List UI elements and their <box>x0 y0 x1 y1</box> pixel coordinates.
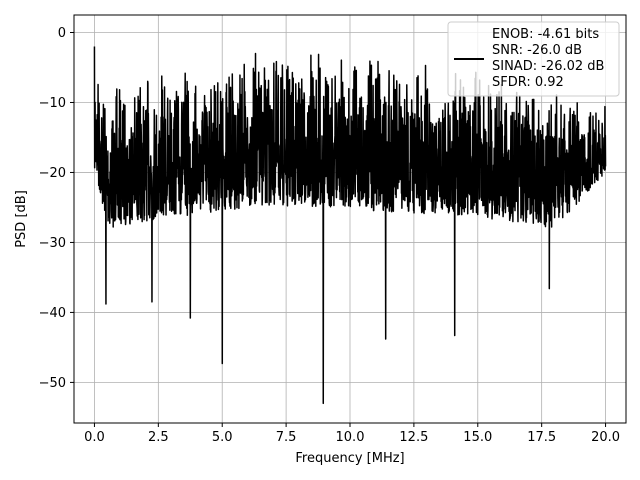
legend-text-sfdr: SFDR: 0.92 <box>492 75 564 90</box>
psd-series-line <box>93 46 607 405</box>
x-tick-label: 7.5 <box>276 430 297 445</box>
y-tick-label: −40 <box>39 306 66 321</box>
x-axis-ticks: 0.0 2.5 5.0 7.5 10.0 12.5 15.0 17.5 20.0 <box>84 423 620 445</box>
x-tick-label: 5.0 <box>212 430 233 445</box>
x-tick-label: 0.0 <box>84 430 105 445</box>
x-tick-label: 15.0 <box>463 430 492 445</box>
plot-area <box>93 46 607 405</box>
y-tick-label: −10 <box>39 96 66 111</box>
y-tick-label: −20 <box>39 166 66 181</box>
legend-text-sinad: SINAD: -26.02 dB <box>492 59 604 74</box>
x-tick-label: 2.5 <box>148 430 169 445</box>
legend-text-enob: ENOB: -4.61 bits <box>492 27 599 42</box>
y-tick-label: −30 <box>39 236 66 251</box>
x-tick-label: 10.0 <box>336 430 365 445</box>
y-tick-label: 0 <box>58 26 66 41</box>
legend-box <box>447 21 620 97</box>
x-tick-label: 20.0 <box>591 430 620 445</box>
y-axis-ticks: 0 −10 −20 −30 −40 −50 <box>39 26 74 391</box>
legend-text-snr: SNR: -26.0 dB <box>492 43 582 58</box>
x-tick-label: 17.5 <box>527 430 556 445</box>
y-axis-label: PSD [dB] <box>14 190 29 248</box>
y-tick-label: −50 <box>39 376 66 391</box>
x-axis-label: Frequency [MHz] <box>295 451 404 466</box>
legend: ENOB: -4.61 bits SNR: -26.0 dB SINAD: -2… <box>447 21 620 97</box>
x-tick-label: 12.5 <box>399 430 428 445</box>
